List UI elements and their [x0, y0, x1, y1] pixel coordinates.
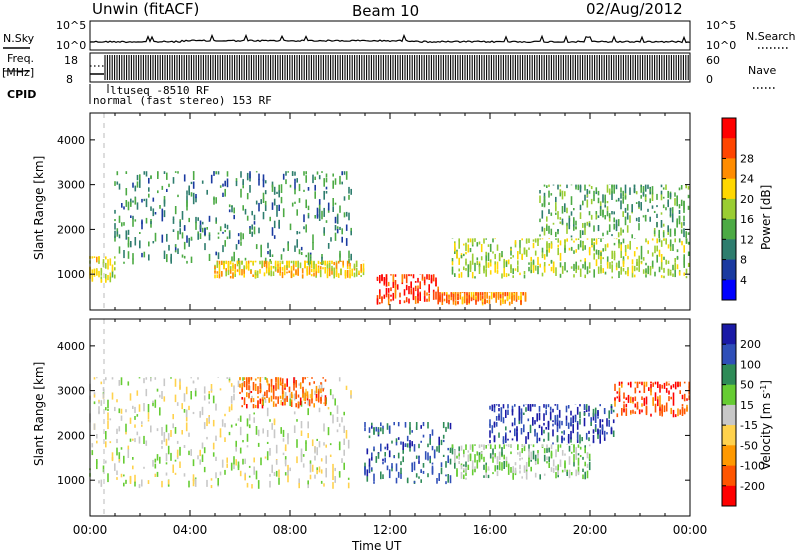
colorbar-tick-label: 20 [740, 193, 754, 206]
colorbar-segment [722, 259, 736, 281]
colorbar-segment [722, 158, 736, 180]
colorbar-tick-label: 4 [740, 274, 747, 287]
colorbar-tick-label: 50 [740, 379, 754, 392]
power-colorbar-label: Power [dB] [759, 185, 773, 250]
power-ylabel: Slant Range [km] [32, 156, 46, 260]
beam-title: Beam 10 [352, 2, 419, 20]
freq-strip [89, 52, 691, 83]
velocity-ylabel: Slant Range [km] [32, 362, 46, 466]
x-tick-label: 04:00 [173, 523, 208, 537]
y-tick-label: 4000 [57, 340, 85, 353]
velocity-colorbar-label: Velocity [m s-1] [759, 380, 773, 470]
cpid-entry-0: ltuseq -8510 RF [110, 84, 209, 97]
date-title: 02/Aug/2012 [586, 0, 683, 18]
y-tick-label: 2000 [57, 223, 85, 236]
y-tick-label: 1000 [57, 474, 85, 487]
velocity-plot-area [90, 319, 690, 516]
cpid-entry-1: normal (fast stereo) 153 RF [93, 94, 272, 107]
power-x-ticks [89, 113, 691, 310]
freq-tick-bottom: 8 [66, 73, 73, 86]
colorbar-tick-label: 100 [740, 358, 761, 371]
colorbar-segment [722, 465, 736, 487]
x-tick-label: 20:00 [573, 523, 608, 537]
xlabel: Time UT [351, 539, 402, 553]
x-tick-label: 00:00 [73, 523, 108, 537]
y-tick-label: 3000 [57, 385, 85, 398]
colorbar-tick-label: -200 [740, 480, 765, 493]
x-tick-label: 00:00 [673, 523, 708, 537]
nsky-strip [89, 20, 691, 51]
y-tick-label: 2000 [57, 429, 85, 442]
velocity-scatter [89, 377, 691, 489]
colorbar-segment [722, 219, 736, 240]
colorbar-frame [721, 323, 737, 507]
velocity-x-ticks [89, 319, 691, 516]
x-tick-label: 12:00 [373, 523, 408, 537]
nsky-trace [89, 33, 691, 44]
velocity-y-ticks: 1000 2000 3000 4000 [57, 340, 690, 487]
colorbar-segment [722, 425, 736, 446]
freq-bars [90, 55, 689, 80]
colorbar-tick-label: 200 [740, 338, 761, 351]
colorbar-segment [722, 445, 736, 466]
colorbar-frame [721, 117, 737, 301]
nsearch-label: N.Search [746, 30, 796, 43]
colorbar-segment [722, 178, 736, 200]
colorbar-tick-label: -15 [740, 419, 758, 432]
nsky-label: N.Sky [3, 32, 35, 45]
colorbar-segment [722, 324, 736, 345]
colorbar-tick-label: 8 [740, 254, 747, 267]
colorbar-segment [722, 118, 736, 139]
colorbar-segment [722, 198, 736, 220]
freq-unit: [MHz] [2, 66, 34, 79]
power-colorbar: 4 8 12 16 20 24 28 [721, 117, 754, 301]
y-tick-label: 1000 [57, 268, 85, 281]
nsky-tick-top: 10^5 [56, 19, 86, 32]
colorbar-segment [722, 485, 736, 507]
station-title: Unwin (fitACF) [92, 0, 199, 18]
x-tick-label: 16:00 [473, 523, 508, 537]
colorbar-tick-label: 15 [740, 399, 754, 412]
freq-tick-top: 18 [64, 54, 78, 67]
colorbar-segment [722, 384, 736, 406]
nave-tick-top: 60 [706, 54, 720, 67]
colorbar-tick-label: -50 [740, 439, 758, 452]
nave-tick-bottom: 0 [706, 73, 713, 86]
power-panel: 1000 2000 3000 4000 Slant Range [km] 4 8 12 16… [32, 112, 773, 311]
power-scatter [89, 171, 690, 306]
colorbar-segment [722, 138, 736, 159]
colorbar-tick-label: -100 [740, 460, 765, 473]
colorbar-tick-label: 16 [740, 213, 754, 226]
nsearch-tick-top: 10^5 [706, 19, 736, 32]
freq-label: Freq. [7, 52, 34, 65]
colorbar-segment [722, 364, 736, 386]
colorbar-tick-label: 12 [740, 233, 754, 246]
nsearch-tick-bottom: 10^0 [706, 39, 736, 52]
colorbar-segment [722, 239, 736, 260]
power-y-ticks: 1000 2000 3000 4000 [57, 134, 690, 281]
x-tick-label: 08:00 [273, 523, 308, 537]
colorbar-segment [722, 344, 736, 365]
colorbar-tick-label: 24 [740, 173, 754, 186]
velocity-panel: 1000 2000 3000 4000 Slant Range [km] 200 100… [32, 318, 773, 517]
colorbar-segment [722, 279, 736, 301]
colorbar-segment [722, 404, 736, 426]
nsky-tick-bottom: 10^0 [56, 39, 86, 52]
cpid-label: CPID [7, 88, 36, 101]
colorbar-tick-label: 28 [740, 152, 754, 165]
y-tick-label: 4000 [57, 134, 85, 147]
velocity-colorbar: 200 100 50 15 -15 -50 -100 -200 [721, 323, 765, 507]
y-tick-label: 3000 [57, 179, 85, 192]
nave-label: Nave [748, 64, 776, 77]
time-axis-labels: 00:00 04:00 08:00 12:00 16:00 20:00 00:00 [73, 523, 708, 537]
